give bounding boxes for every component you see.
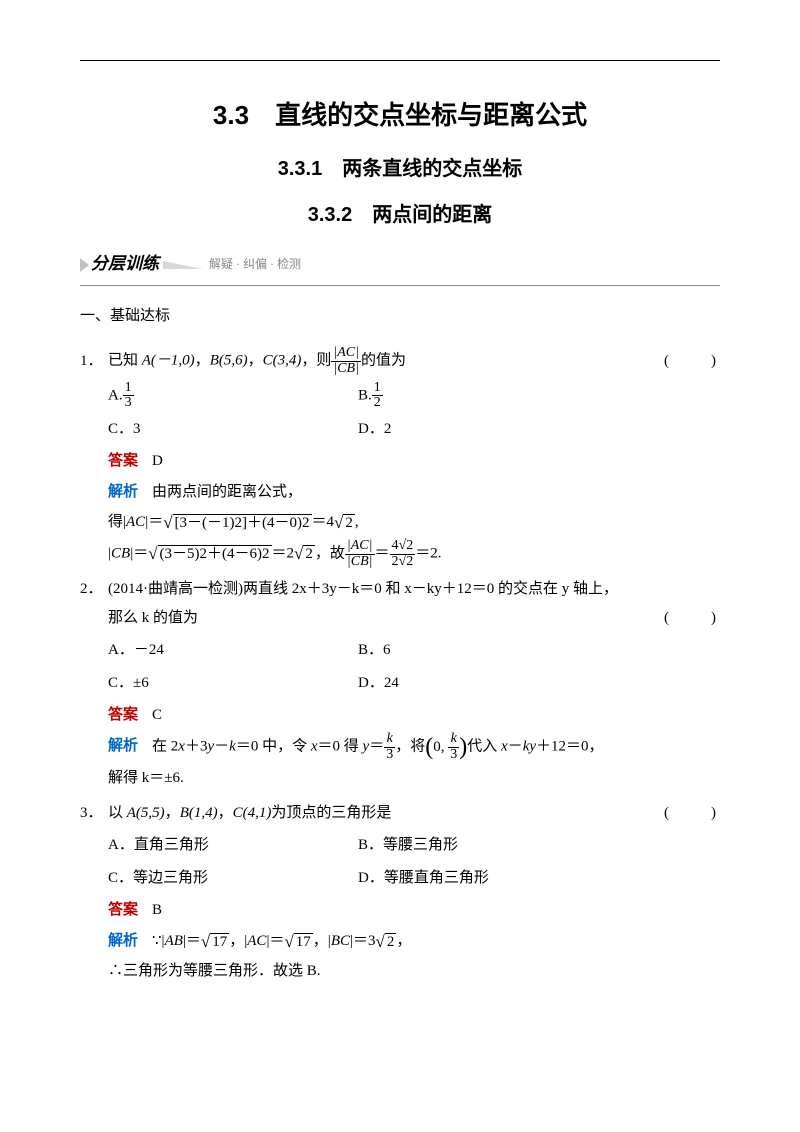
q1-stem: 已知 A(－1,0)，B(5,6)，C(3,4)，则|AC||CB|的值为 bbox=[108, 346, 664, 376]
q1-explain-3: |CB|＝√(3－5)2＋(4－6)2＝2√2，故|AC||CB|＝4√22√2… bbox=[108, 539, 720, 569]
q2-stem-2: 那么 k 的值为 bbox=[108, 604, 664, 633]
q3-optA: A．直角三角形 bbox=[108, 831, 358, 860]
q2-explain: 解析在 2x＋3y－k＝0 中，令 x＝0 得 y＝k3，将(0, k3)代入 … bbox=[108, 732, 720, 762]
q2-answer: 答案C bbox=[108, 701, 720, 730]
top-rule bbox=[80, 60, 720, 61]
q3-optC: C．等边三角形 bbox=[108, 864, 358, 893]
banner-note: 解疑 · 纠偏 · 检测 bbox=[209, 253, 301, 276]
q2-optD: D．24 bbox=[358, 669, 720, 698]
q3-number: 3． bbox=[80, 799, 108, 828]
q3-paren: ( ) bbox=[664, 799, 720, 828]
q2-number: 2． bbox=[80, 575, 108, 604]
q1-answer: 答案D bbox=[108, 447, 720, 476]
q1-number: 1． bbox=[80, 347, 108, 376]
banner-underline bbox=[80, 285, 720, 286]
q1-explain-2: 得|AC|＝√[3－(－1)2]＋(4－0)2＝4√2, bbox=[108, 508, 720, 537]
banner-triangle-icon bbox=[80, 258, 89, 272]
question-3: 3． 以 A(5,5)，B(1,4)，C(4,1)为顶点的三角形是 ( ) A．… bbox=[80, 799, 720, 986]
question-1: 1． 已知 A(－1,0)，B(5,6)，C(3,4)，则|AC||CB|的值为… bbox=[80, 346, 720, 569]
q2-optC: C．±6 bbox=[108, 669, 358, 698]
q1-paren: ( ) bbox=[664, 347, 720, 376]
q1-optB: B.12 bbox=[358, 381, 720, 411]
q2-stem: (2014·曲靖高一检测)两直线 2x＋3y－k＝0 和 x－ky＋12＝0 的… bbox=[108, 575, 720, 604]
banner: 分层训练 解疑 · 纠偏 · 检测 bbox=[80, 248, 720, 280]
q3-optB: B．等腰三角形 bbox=[358, 831, 720, 860]
q3-optD: D．等腰直角三角形 bbox=[358, 864, 720, 893]
q3-explain-2: ∴三角形为等腰三角形．故选 B. bbox=[108, 957, 720, 986]
title-sub1: 3.3.1 两条直线的交点坐标 bbox=[80, 150, 720, 188]
q3-explain: 解析∵|AB|＝√17，|AC|＝√17，|BC|＝3√2， bbox=[108, 927, 720, 956]
q2-optB: B．6 bbox=[358, 636, 720, 665]
q1-optA: A.13 bbox=[108, 381, 358, 411]
q2-optA: A．－24 bbox=[108, 636, 358, 665]
banner-wedge-icon bbox=[163, 261, 203, 269]
section-header: 一、基础达标 bbox=[80, 302, 720, 331]
q1-optC: C．3 bbox=[108, 415, 358, 444]
q2-paren: ( ) bbox=[664, 604, 720, 633]
q2-explain-2: 解得 k＝±6. bbox=[108, 764, 720, 793]
q1-explain-1: 解析由两点间的距离公式， bbox=[108, 478, 720, 507]
title-sub2: 3.3.2 两点间的距离 bbox=[80, 196, 720, 234]
q3-answer: 答案B bbox=[108, 896, 720, 925]
q3-stem: 以 A(5,5)，B(1,4)，C(4,1)为顶点的三角形是 bbox=[108, 799, 664, 828]
title-main: 3.3 直线的交点坐标与距离公式 bbox=[80, 91, 720, 140]
banner-label: 分层训练 bbox=[91, 248, 159, 280]
q1-optD: D．2 bbox=[358, 415, 720, 444]
question-2: 2． (2014·曲靖高一检测)两直线 2x＋3y－k＝0 和 x－ky＋12＝… bbox=[80, 575, 720, 792]
